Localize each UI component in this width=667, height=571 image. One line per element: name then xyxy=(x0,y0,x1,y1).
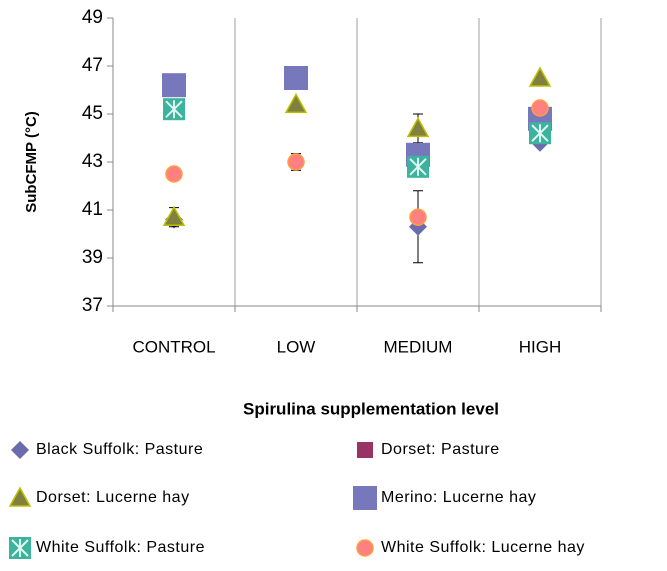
y-tick-label: 47 xyxy=(82,55,103,76)
legend-label: Dorset: Pasture xyxy=(381,441,500,458)
triangle xyxy=(406,116,430,138)
x-tick-label: HIGH xyxy=(519,337,562,356)
point xyxy=(528,66,552,87)
square xyxy=(284,66,308,90)
point xyxy=(531,99,549,117)
legend-marker xyxy=(353,486,377,510)
y-tick-label: 39 xyxy=(82,247,103,268)
square xyxy=(353,486,377,510)
point xyxy=(287,153,305,171)
point xyxy=(407,155,429,178)
star-lines xyxy=(531,124,549,143)
legend-label: Dorset: Lucerne hay xyxy=(36,489,190,506)
star-lines xyxy=(11,539,29,557)
star-lines xyxy=(409,157,427,176)
legend-label: Merino: Lucerne hay xyxy=(381,489,536,506)
legend-marker xyxy=(356,539,374,557)
x-tick-label: LOW xyxy=(277,337,316,356)
y-tick-label: 49 xyxy=(82,7,103,28)
point xyxy=(284,92,308,114)
star-lines xyxy=(165,100,183,119)
y-tick-label: 45 xyxy=(82,103,103,124)
legend-marker xyxy=(357,442,373,458)
triangle xyxy=(284,92,308,114)
square xyxy=(357,442,373,458)
triangle xyxy=(528,66,552,87)
point xyxy=(284,66,308,90)
point xyxy=(162,73,186,98)
circle xyxy=(287,153,305,171)
triangle xyxy=(162,205,186,226)
y-tick-label: 37 xyxy=(82,295,103,316)
x-axis-title: Spirulina supplementation level xyxy=(243,399,499,418)
circle xyxy=(356,539,374,557)
legend-label: White Suffolk: Pasture xyxy=(36,539,205,556)
legend-marker xyxy=(9,537,31,559)
point xyxy=(406,116,430,138)
square xyxy=(162,73,186,98)
x-tick-label: CONTROL xyxy=(132,337,215,356)
point xyxy=(163,98,185,121)
diamond xyxy=(11,441,29,459)
y-tick-label: 43 xyxy=(82,151,103,172)
legend-marker xyxy=(11,441,29,459)
circle xyxy=(165,165,183,183)
legend-label: Black Suffolk: Pasture xyxy=(36,441,203,458)
x-tick-label: MEDIUM xyxy=(384,337,453,356)
y-tick-label: 41 xyxy=(82,199,103,220)
legend-marker xyxy=(8,486,32,507)
point xyxy=(162,205,186,226)
triangle xyxy=(8,486,32,507)
circle xyxy=(531,99,549,117)
point xyxy=(529,122,551,145)
y-axis-title: SubCFMP (°C) xyxy=(23,111,40,213)
legend-label: White Suffolk: Lucerne hay xyxy=(381,539,585,556)
point xyxy=(409,208,427,226)
point xyxy=(165,165,183,183)
circle xyxy=(409,208,427,226)
